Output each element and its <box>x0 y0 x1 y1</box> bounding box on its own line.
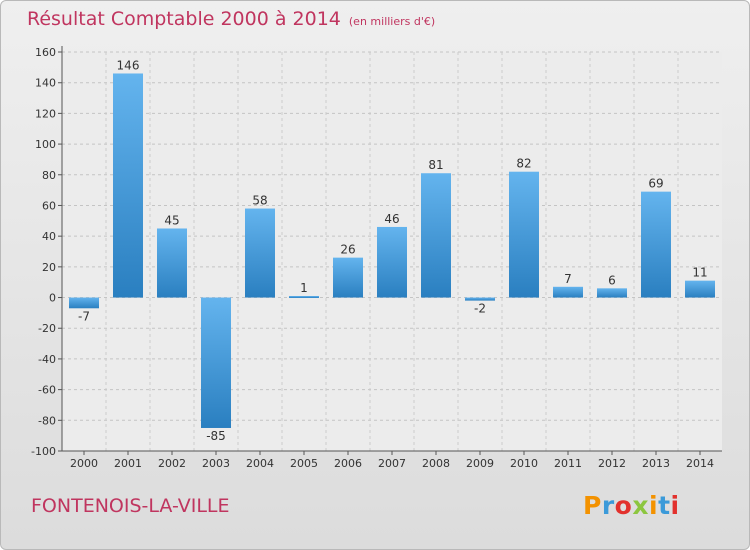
y-tick-label: 120 <box>35 107 56 120</box>
data-label: 146 <box>117 58 140 72</box>
proxiti-logo: Proxiti <box>583 491 680 520</box>
data-label: 7 <box>564 272 572 286</box>
x-tick-label: 2010 <box>510 457 538 470</box>
logo-letter: r <box>601 491 615 520</box>
bar <box>641 191 671 298</box>
y-tick-label: 100 <box>35 138 56 151</box>
data-label: -7 <box>78 309 90 323</box>
data-label: 69 <box>648 177 663 191</box>
x-tick-label: 2005 <box>290 457 318 470</box>
y-tick-label: -80 <box>38 414 56 427</box>
bar <box>509 171 539 298</box>
logo-letter: o <box>614 491 633 520</box>
bar <box>333 257 363 298</box>
x-tick-label: 2006 <box>334 457 362 470</box>
data-label: 26 <box>340 243 355 257</box>
y-tick-label: 60 <box>42 199 56 212</box>
x-tick-label: 2000 <box>70 457 98 470</box>
x-tick-label: 2004 <box>246 457 274 470</box>
data-label: 6 <box>608 273 616 287</box>
y-tick-label: 80 <box>42 169 56 182</box>
logo-letter: i <box>670 491 680 520</box>
data-label: -85 <box>206 429 226 443</box>
y-tick-label: 140 <box>35 77 56 90</box>
y-tick-label: 160 <box>35 46 56 59</box>
data-label: 1 <box>300 281 308 295</box>
logo-letter: i <box>649 491 659 520</box>
bar <box>553 286 583 298</box>
bar <box>245 208 275 298</box>
bar <box>685 280 715 298</box>
data-label: 46 <box>384 212 399 226</box>
y-tick-label: 0 <box>49 292 56 305</box>
data-label: 82 <box>516 157 531 171</box>
x-tick-label: 2014 <box>686 457 714 470</box>
x-tick-label: 2001 <box>114 457 142 470</box>
y-tick-label: -40 <box>38 353 56 366</box>
chart-title: Résultat Comptable 2000 à 2014 (en millie… <box>27 8 435 30</box>
bar <box>377 226 407 298</box>
bar <box>465 297 495 301</box>
x-tick-label: 2003 <box>202 457 230 470</box>
x-tick-label: 2008 <box>422 457 450 470</box>
bar <box>113 73 143 298</box>
data-label: 45 <box>164 213 179 227</box>
chart-title-unit: (en milliers d'€) <box>348 15 436 28</box>
logo-letter: x <box>632 491 649 520</box>
x-tick-label: 2011 <box>554 457 582 470</box>
bar <box>289 296 319 299</box>
logo-letter: P <box>583 491 602 520</box>
data-label: 11 <box>692 266 707 280</box>
bar <box>69 297 99 309</box>
x-tick-label: 2007 <box>378 457 406 470</box>
y-tick-label: -20 <box>38 322 56 335</box>
commune-name: FONTENOIS-LA-VILLE <box>31 495 230 517</box>
data-label: -2 <box>474 302 486 316</box>
x-tick-label: 2013 <box>642 457 670 470</box>
data-label: 81 <box>428 158 443 172</box>
chart-title-main: Résultat Comptable 2000 à 2014 <box>27 8 341 30</box>
y-tick-label: 20 <box>42 261 56 274</box>
x-tick-label: 2012 <box>598 457 626 470</box>
bar <box>201 297 231 428</box>
y-tick-label: 40 <box>42 230 56 243</box>
bar <box>597 288 627 298</box>
y-tick-label: -60 <box>38 384 56 397</box>
bar <box>421 173 451 298</box>
logo-letter: t <box>658 491 671 520</box>
bar <box>157 228 187 298</box>
x-tick-label: 2009 <box>466 457 494 470</box>
y-tick-label: -100 <box>31 445 56 458</box>
data-label: 58 <box>252 194 267 208</box>
x-tick-label: 2002 <box>158 457 186 470</box>
